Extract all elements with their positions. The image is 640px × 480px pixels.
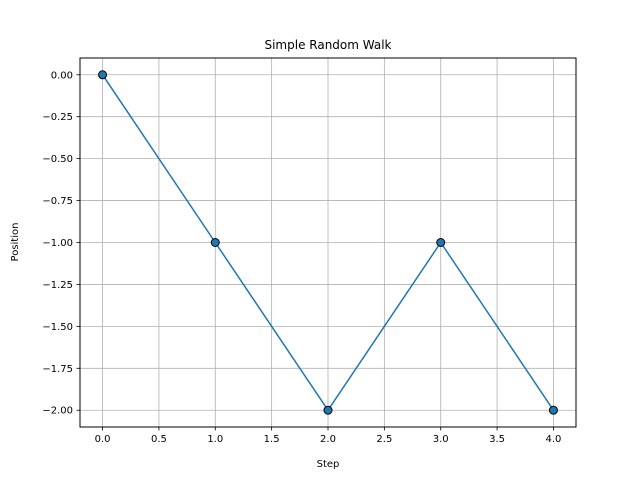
series-layer	[98, 70, 558, 415]
x-tick-label: 4.0	[546, 434, 562, 445]
x-tick-label: 0.5	[151, 434, 167, 445]
x-tick-label: 2.0	[320, 434, 336, 445]
y-axis-ticks: 0.00 −0.25 −0.50 −0.75 −1.00 −1.25 −1.50 −1.75 −…	[42, 70, 80, 417]
y-tick-label: −0.25	[42, 112, 73, 123]
data-point	[436, 238, 446, 247]
x-tick-label: 1.5	[264, 434, 280, 445]
y-tick-label: −2.00	[42, 406, 73, 417]
data-point	[323, 405, 333, 415]
y-tick-label: −1.25	[42, 280, 73, 291]
x-tick-label: 3.0	[433, 434, 449, 445]
x-tick-label: 0.0	[95, 434, 111, 445]
chart-title: Simple Random Walk	[264, 38, 391, 52]
x-tick-label: 1.0	[207, 434, 223, 445]
x-tick-label: 2.5	[376, 434, 392, 445]
y-tick-label: −1.00	[42, 238, 73, 249]
y-tick-label: −0.75	[42, 196, 73, 207]
y-tick-label: −1.50	[42, 322, 73, 333]
data-point	[210, 238, 220, 247]
x-axis-label: Step	[317, 459, 340, 470]
y-axis-label: Position	[10, 223, 21, 262]
y-tick-label: 0.00	[51, 70, 73, 81]
y-tick-label: −0.50	[42, 154, 73, 165]
y-tick-label: −1.75	[42, 364, 73, 375]
data-point	[98, 70, 108, 80]
x-axis-ticks: 0.0 0.5 1.0 1.5 2.0 2.5 3.0 3.5 4.0	[95, 427, 562, 445]
data-point	[548, 405, 558, 415]
x-tick-label: 3.5	[489, 434, 505, 445]
